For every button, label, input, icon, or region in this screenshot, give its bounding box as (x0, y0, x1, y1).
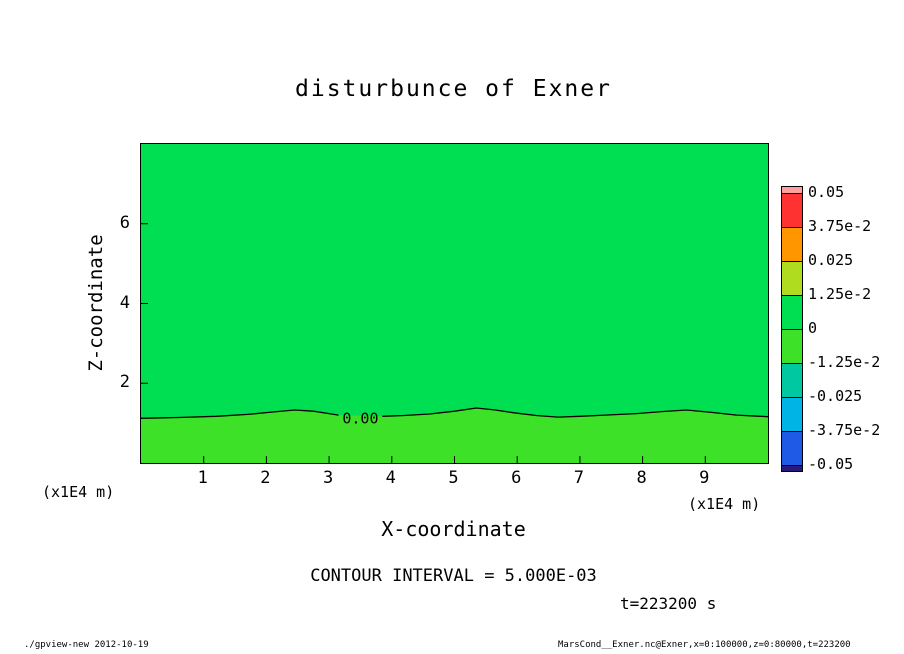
colorbar-band (782, 193, 802, 227)
z-tick-label: 4 (119, 292, 130, 313)
colorbar-label: -0.05 (808, 455, 854, 473)
contour-line (382, 407, 768, 418)
colorbar-label: 3.75e-2 (808, 217, 872, 235)
x-tick-label: 9 (699, 468, 710, 488)
plot-area: 0.00 (140, 143, 769, 464)
z-axis-unit: (x1E4 m) (42, 483, 115, 501)
colorbar-label: 0 (808, 319, 818, 337)
contour-interval-text: CONTOUR INTERVAL = 5.000E-03 (310, 566, 597, 586)
colorbar-band (782, 329, 802, 363)
colorbar-band (782, 363, 802, 397)
colorbar-band (782, 431, 802, 465)
colorbar-label: 0.025 (808, 251, 854, 269)
chart-title: disturbunce of Exner (295, 76, 612, 102)
x-axis-unit: (x1E4 m) (688, 495, 761, 513)
z-tick-label: 6 (119, 212, 130, 233)
colorbar-band (782, 187, 802, 193)
colorbar (781, 186, 803, 472)
plot-canvas: 0.00 (141, 144, 768, 463)
x-tick-label: 4 (385, 468, 396, 488)
x-tick-label: 7 (573, 468, 585, 488)
colorbar-band (782, 295, 802, 329)
z-tick-label: 2 (119, 372, 130, 393)
colorbar-label: 1.25e-2 (808, 285, 872, 303)
colorbar-label: 0.05 (808, 183, 845, 201)
colorbar-band (782, 397, 802, 431)
x-axis-label: X-coordinate (381, 517, 526, 541)
field-below-contour (141, 408, 768, 463)
colorbar-band (782, 465, 802, 471)
x-tick-label: 2 (260, 468, 271, 488)
contour-label: 0.00 (342, 409, 378, 427)
colorbar-band (782, 227, 802, 261)
colorbar-band (782, 261, 802, 295)
footer-right: MarsCond__Exner.nc@Exner,x=0:100000,z=0:… (558, 640, 851, 650)
x-tick-label: 5 (448, 468, 459, 488)
footer-left: ./gpview-new 2012-10-19 (24, 640, 149, 650)
colorbar-label: -3.75e-2 (808, 421, 881, 439)
x-tick-label: 1 (197, 468, 208, 488)
contour-line (141, 409, 339, 419)
colorbar-label: -1.25e-2 (808, 353, 881, 371)
x-tick-label: 3 (322, 468, 334, 488)
colorbar-label: -0.025 (808, 387, 863, 405)
field-above-contour (141, 144, 768, 463)
time-annotation: t=223200 s (620, 594, 717, 613)
x-tick-label: 6 (511, 468, 522, 488)
x-tick-label: 8 (636, 468, 647, 488)
